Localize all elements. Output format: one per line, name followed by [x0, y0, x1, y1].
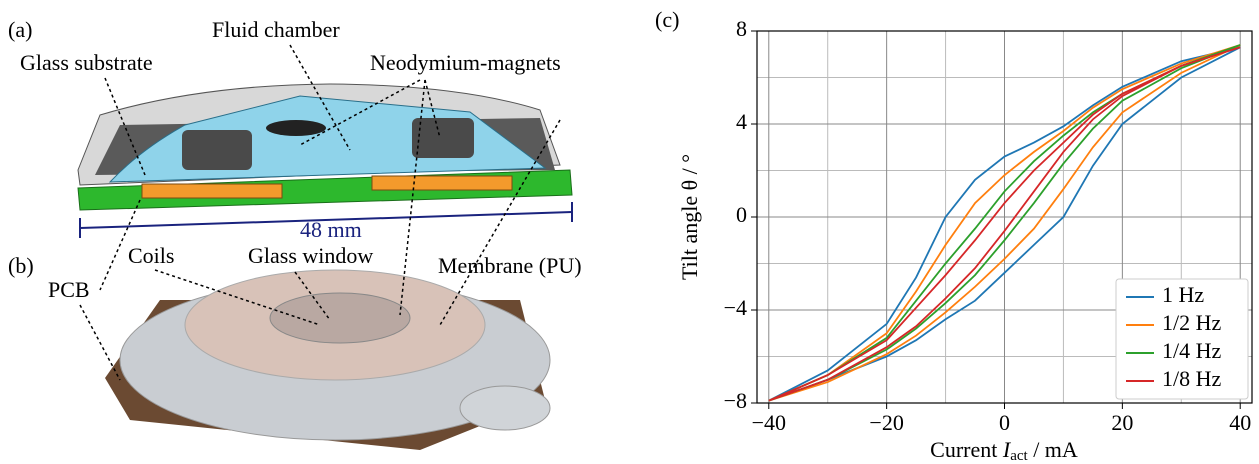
legend-label: 1/2 Hz	[1162, 310, 1222, 335]
panel-label: (c)	[655, 7, 679, 32]
dimension-label: 48 mm	[300, 217, 362, 242]
legend-label: 1/8 Hz	[1162, 366, 1222, 391]
callout: Neodymium-magnets	[370, 50, 561, 75]
y-tick-label: 4	[736, 109, 747, 134]
cad-drawing	[78, 84, 572, 238]
callout: Coils	[128, 243, 174, 268]
y-tick-label: 0	[736, 202, 747, 227]
callout: Fluid chamber	[212, 17, 340, 42]
y-axis-label: Tilt angle θ / °	[677, 154, 702, 280]
legend-label: 1 Hz	[1162, 282, 1204, 307]
x-tick-label: 0	[999, 410, 1010, 435]
panel-label: (b)	[8, 253, 34, 278]
panel-label: (a)	[8, 17, 32, 42]
x-axis-label: Current Iact / mA	[930, 437, 1078, 464]
callout: PCB	[48, 277, 90, 302]
callout: Glass substrate	[20, 50, 153, 75]
page: (a) Glass substrate Fluid chamber Neodym…	[0, 0, 1259, 464]
x-tick-label: −20	[869, 410, 903, 435]
x-axis-label-part: act	[1010, 448, 1028, 464]
callout: Glass window	[248, 243, 373, 268]
figure: (a) Glass substrate Fluid chamber Neodym…	[0, 0, 1259, 464]
y-tick-label: 8	[736, 16, 747, 41]
legend-label: 1/4 Hz	[1162, 338, 1222, 363]
y-tick-label: −4	[724, 295, 747, 320]
device-photo	[105, 270, 550, 450]
callout: Membrane (PU)	[438, 253, 582, 278]
x-tick-label: 20	[1111, 410, 1133, 435]
x-axis-label-part: / mA	[1028, 437, 1078, 462]
x-axis-label-part: Current	[930, 437, 1003, 462]
x-tick-label: −40	[752, 410, 786, 435]
x-tick-label: 40	[1229, 410, 1251, 435]
y-tick-label: −8	[724, 388, 747, 413]
